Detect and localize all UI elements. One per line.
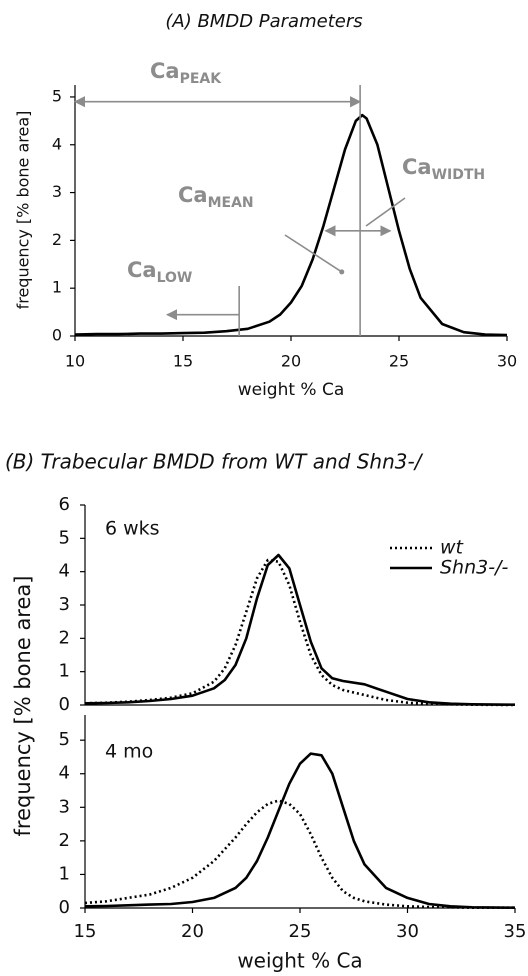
y-tick-label: 3 <box>52 182 62 201</box>
data-line <box>84 558 516 707</box>
x-tick-label: 20 <box>181 921 204 942</box>
data-line <box>84 799 515 909</box>
annotation-text: Ca <box>402 155 432 179</box>
data-line <box>84 553 516 706</box>
panel-label: 6 wks <box>105 518 160 540</box>
data-line <box>74 113 508 337</box>
chart-title: (B) Trabecular BMDD from WT and Shn3-/ <box>5 450 424 474</box>
y-tick-label: 2 <box>52 230 62 249</box>
annotation-subscript: LOW <box>157 270 193 286</box>
x-axis-label: weight % Ca <box>238 380 345 400</box>
x-tick-label: 15 <box>173 352 193 371</box>
x-tick-label: 10 <box>65 352 85 371</box>
x-tick-label: 25 <box>389 352 409 371</box>
y-tick-label: 1 <box>52 278 62 297</box>
width-pointer <box>365 197 406 227</box>
mean-pointer <box>284 234 343 273</box>
annotation-subscript: MEAN <box>208 195 254 211</box>
annotation-text: Ca <box>150 59 180 83</box>
x-tick-label: 30 <box>396 921 419 942</box>
y-tick-label: 3 <box>59 796 70 817</box>
y-tick-label: 6 <box>59 494 70 515</box>
y-tick-label: 0 <box>59 897 70 918</box>
x-tick-label: 35 <box>504 921 527 942</box>
y-tick-label: 1 <box>59 661 70 682</box>
x-tick-label: 25 <box>289 921 312 942</box>
chart-title: (A) BMDD Parameters <box>165 11 362 32</box>
y-tick-label: 3 <box>59 594 70 615</box>
y-axis-label: frequency [% bone area] <box>14 111 33 310</box>
annotation-label: CaPEAK <box>150 59 222 87</box>
y-axis-label: frequency [% bone area] <box>11 576 35 837</box>
x-tick-label: 20 <box>281 352 301 371</box>
legend-label: wt <box>440 537 465 559</box>
x-axis-label: weight % Ca <box>237 949 362 973</box>
x-tick-label: 15 <box>74 921 97 942</box>
y-tick-label: 5 <box>59 729 70 750</box>
y-tick-label: 0 <box>52 326 62 345</box>
y-tick-label: 0 <box>59 694 70 715</box>
y-tick-label: 1 <box>59 863 70 884</box>
y-tick-label: 2 <box>59 830 70 851</box>
annotation-label: CaLOW <box>127 258 192 286</box>
legend-label: Shn3-/- <box>440 557 508 579</box>
y-tick-label: 5 <box>52 86 62 105</box>
annotation-label: CaMEAN <box>178 183 254 211</box>
x-tick-label: 30 <box>497 352 517 371</box>
annotation-label: CaWIDTH <box>402 155 485 183</box>
panel-label: 4 mo <box>105 741 153 763</box>
y-tick-label: 4 <box>52 134 62 153</box>
annotation-subscript: PEAK <box>180 71 223 87</box>
y-tick-label: 4 <box>59 561 70 582</box>
y-tick-label: 2 <box>59 627 70 648</box>
annotation-subscript: WIDTH <box>432 167 486 183</box>
annotation-text: Ca <box>178 183 208 207</box>
mean-point <box>339 269 345 275</box>
y-tick-label: 5 <box>59 527 70 548</box>
y-tick-label: 4 <box>59 763 70 784</box>
annotation-text: Ca <box>127 258 157 282</box>
data-line <box>84 752 516 909</box>
